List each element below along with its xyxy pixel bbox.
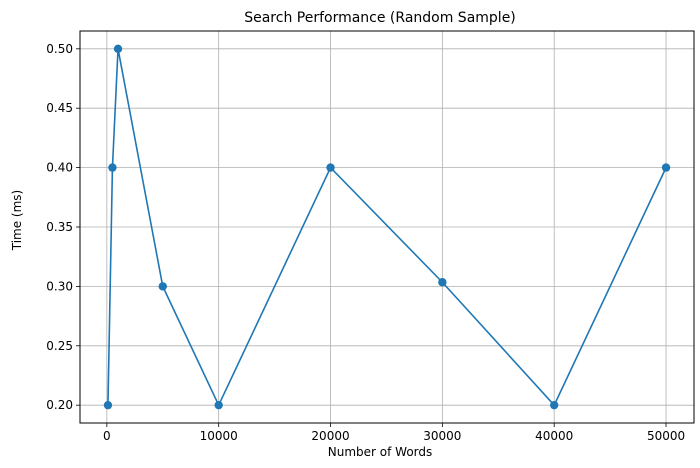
x-tick-label: 10000 [200,429,238,443]
x-axis-label: Number of Words [328,445,433,459]
x-tick-label: 30000 [423,429,461,443]
axis-ticks: 0 10000 20000 30000 40000 50000 0.20 0.25 0.30 0.… [46,42,685,443]
y-axis-label: Time (ms) [10,190,24,252]
data-point [326,163,335,172]
y-tick-label: 0.25 [46,339,73,353]
data-point [214,400,223,410]
data-point [113,44,123,54]
x-tick-label: 50000 [647,429,685,443]
y-tick-label: 0.40 [46,161,73,175]
x-tick-label: 40000 [535,429,573,443]
chart-title: Search Performance (Random Sample) [244,10,516,26]
data-point [438,278,447,287]
x-tick-label: 0 [103,429,111,443]
y-tick-label: 0.20 [46,398,73,412]
grid-lines [80,31,694,423]
y-tick-label: 0.50 [46,42,73,56]
data-point [550,400,559,410]
data-point [661,163,671,172]
x-tick-label: 20000 [311,429,349,443]
y-tick-label: 0.30 [46,279,73,293]
y-tick-label: 0.45 [46,101,73,115]
series-layer [103,44,671,410]
data-point [103,400,113,410]
y-tick-label: 0.35 [46,220,73,234]
data-point [158,282,167,291]
data-point [108,163,117,172]
